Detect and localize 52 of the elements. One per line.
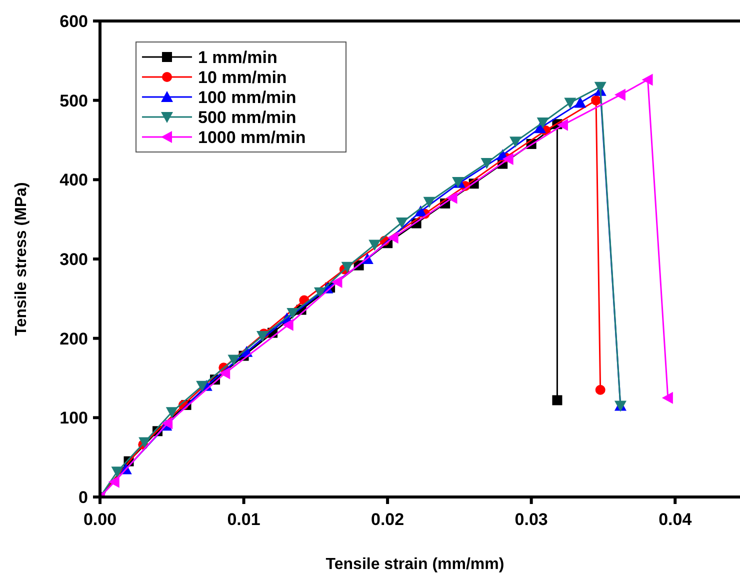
y-tick-label: 100 <box>60 408 88 428</box>
x-tick-label: 0.00 <box>83 510 117 529</box>
point <box>162 417 173 430</box>
point <box>614 88 626 101</box>
point <box>591 95 602 106</box>
point <box>552 395 562 406</box>
point <box>111 466 124 478</box>
point <box>642 74 653 86</box>
point <box>166 407 178 418</box>
point <box>480 158 493 170</box>
point <box>595 384 606 395</box>
point <box>314 287 326 298</box>
y-tick-label: 0 <box>78 488 88 507</box>
point <box>228 354 240 366</box>
legend-label: 1 mm/min <box>198 48 278 67</box>
y-tick-label: 400 <box>60 170 88 190</box>
point <box>396 218 408 229</box>
x-axis-title: Tensile strain (mm/mm) <box>326 556 504 573</box>
x-tick-label: 0.01 <box>227 510 260 529</box>
legend-label: 1000 mm/min <box>198 128 306 147</box>
point <box>423 196 436 208</box>
point <box>331 276 342 288</box>
x-tick-label: 0.02 <box>371 510 404 529</box>
y-tick-label: 300 <box>60 250 88 269</box>
point <box>219 367 230 380</box>
point <box>282 318 294 331</box>
point <box>564 98 576 109</box>
point <box>138 437 151 448</box>
point <box>286 308 299 319</box>
point <box>502 153 514 166</box>
x-tick-label: 0.03 <box>514 510 548 529</box>
point <box>108 476 120 488</box>
point <box>368 240 381 251</box>
point <box>341 262 354 273</box>
point <box>556 118 568 131</box>
y-tick-label: 600 <box>60 12 88 31</box>
point <box>594 82 606 93</box>
point <box>196 380 208 392</box>
point <box>662 392 673 404</box>
point <box>446 192 458 204</box>
y-tick-label: 500 <box>60 91 88 110</box>
y-tick-label: 200 <box>60 329 88 348</box>
x-tick-label: 0.04 <box>658 510 692 529</box>
point <box>536 118 549 129</box>
point <box>387 232 398 244</box>
y-axis-title: Tensile stress (MPa) <box>13 182 30 336</box>
legend-label: 10 mm/min <box>198 68 287 87</box>
point <box>574 96 586 108</box>
point <box>256 330 268 342</box>
legend-label: 500 mm/min <box>198 108 296 127</box>
legend-label: 100 mm/min <box>198 88 296 107</box>
point <box>510 136 522 148</box>
